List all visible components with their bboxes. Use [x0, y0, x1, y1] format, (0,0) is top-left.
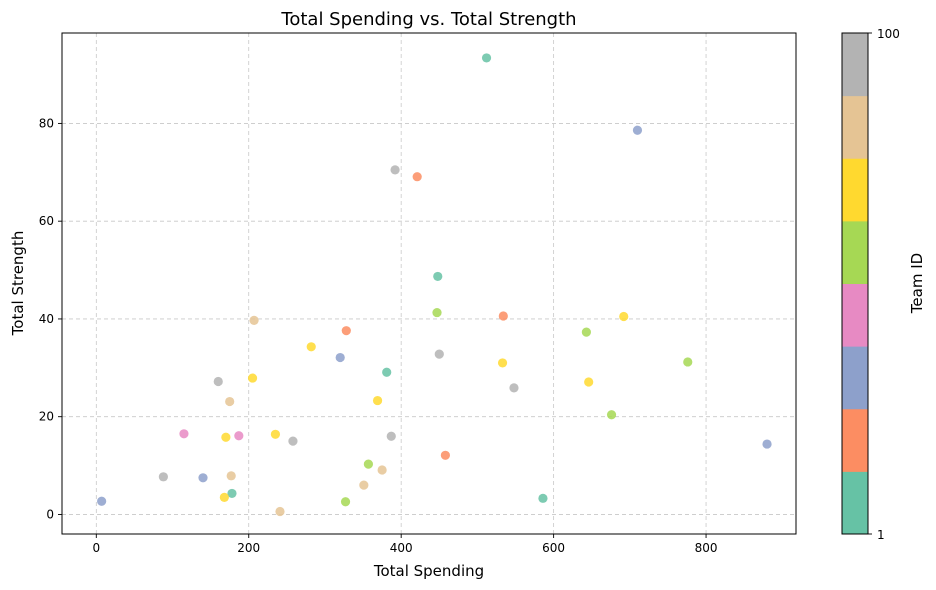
x-tick-label: 800 [695, 541, 718, 555]
data-point [497, 358, 508, 368]
x-axis-label: Total Spending [373, 562, 484, 580]
data-point [498, 311, 508, 321]
chart-title: Total Spending vs. Total Strength [280, 9, 576, 30]
data-point [275, 506, 285, 517]
data-point [434, 349, 444, 359]
colorbar-min-label: 1 [877, 528, 885, 542]
data-point [225, 396, 235, 407]
data-point [306, 342, 316, 352]
data-point [359, 480, 369, 490]
data-point [509, 383, 519, 393]
colorbar-label: Team ID [908, 253, 926, 314]
data-point [606, 410, 617, 420]
data-point [440, 450, 450, 460]
x-tick-label: 600 [542, 541, 565, 555]
data-point [234, 431, 244, 441]
x-tick-label: 400 [390, 541, 413, 555]
data-point [432, 307, 442, 318]
y-axis-label: Total Strength [9, 231, 27, 337]
colorbar-max-label: 100 [877, 27, 900, 41]
data-point [762, 439, 772, 449]
y-axis-ticks: 0 20 40 60 80 [39, 116, 62, 521]
data-point [433, 271, 443, 282]
colorbar-segment [842, 33, 868, 97]
y-tick-label: 40 [39, 312, 54, 326]
x-axis-ticks: 0 200 400 600 800 [92, 534, 718, 555]
y-tick-label: 80 [39, 116, 54, 130]
data-point [363, 459, 374, 469]
data-point [335, 352, 345, 363]
x-tick-label: 0 [92, 541, 100, 555]
data-point [632, 125, 643, 135]
grid-lines [62, 33, 796, 534]
data-point [390, 165, 400, 175]
data-point [270, 429, 281, 439]
colorbar-segment [842, 283, 868, 347]
colorbar-segment [842, 346, 868, 410]
colorbar-segment [842, 158, 868, 222]
data-point [340, 497, 351, 507]
y-tick-label: 20 [39, 410, 54, 424]
data-point [221, 432, 231, 442]
colorbar-segment [842, 95, 868, 159]
data-point [372, 395, 383, 406]
colorbar [842, 33, 868, 535]
data-point [227, 488, 237, 499]
data-point [219, 492, 229, 502]
data-point [683, 357, 693, 367]
colorbar-segment [842, 408, 868, 472]
data-points [97, 53, 772, 517]
x-tick-label: 200 [237, 541, 260, 555]
colorbar-segment [842, 471, 868, 535]
data-point [249, 315, 259, 326]
data-point [97, 496, 107, 506]
data-point [382, 367, 392, 377]
data-point [179, 429, 189, 439]
data-point [481, 53, 492, 63]
data-point [386, 431, 396, 441]
data-point [247, 373, 258, 383]
data-point [288, 436, 298, 446]
y-tick-label: 60 [39, 214, 54, 228]
data-point [213, 376, 223, 387]
data-point [198, 473, 208, 483]
data-point [226, 471, 236, 481]
data-point [538, 493, 548, 503]
plot-area-frame [61, 32, 797, 535]
y-tick-label: 0 [46, 507, 54, 521]
colorbar-frame [841, 32, 869, 535]
data-point [412, 172, 422, 182]
data-point [158, 472, 168, 482]
data-point [619, 311, 629, 322]
data-point [377, 465, 387, 475]
colorbar-segment [842, 220, 868, 284]
data-point [581, 327, 591, 337]
data-point [584, 377, 594, 387]
data-point [341, 326, 351, 336]
